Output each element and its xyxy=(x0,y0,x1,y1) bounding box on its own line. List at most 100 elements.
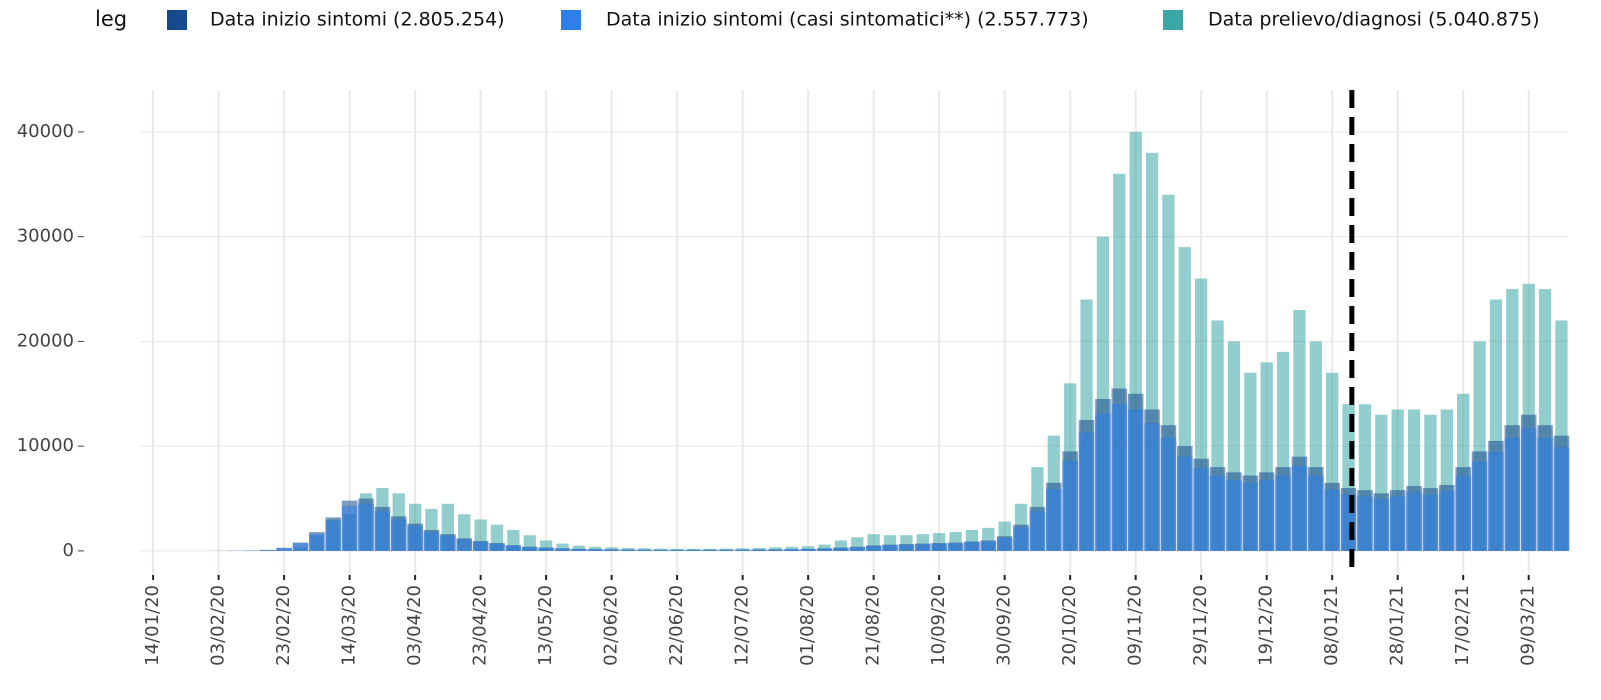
bar xyxy=(718,549,735,551)
bar xyxy=(571,549,587,551)
legend-swatch xyxy=(1163,10,1183,30)
bar xyxy=(538,547,554,551)
x-tick-label: 13/05/20 xyxy=(535,585,556,666)
bar xyxy=(1013,527,1029,551)
bar xyxy=(915,544,931,551)
bar xyxy=(1324,489,1340,551)
bar xyxy=(358,503,374,551)
bar xyxy=(423,532,440,551)
bar xyxy=(1127,409,1144,551)
bar xyxy=(802,546,815,551)
bar xyxy=(1095,413,1111,551)
bar xyxy=(1291,466,1308,551)
x-tick-label: 10/09/20 xyxy=(928,585,949,666)
bar xyxy=(440,535,456,551)
legend-label: Data prelievo/diagnosi (5.040.875) xyxy=(1208,9,1540,31)
legend-title: leg xyxy=(95,7,127,31)
x-tick-label: 19/12/20 xyxy=(1256,585,1277,666)
bar xyxy=(669,549,685,551)
bar xyxy=(374,511,391,551)
x-tick-label: 12/07/20 xyxy=(732,585,753,666)
bar xyxy=(931,543,947,551)
x-tick-label: 01/08/20 xyxy=(797,585,818,666)
x-tick-label: 02/06/20 xyxy=(601,585,622,666)
x-tick-label: 08/01/21 xyxy=(1321,585,1342,666)
bar xyxy=(752,547,766,551)
bar xyxy=(818,544,831,551)
bar xyxy=(685,549,702,551)
bar xyxy=(1520,428,1537,551)
bar xyxy=(456,539,473,551)
bar xyxy=(603,549,620,551)
bar xyxy=(1357,496,1373,551)
bar xyxy=(309,533,325,551)
x-tick-label: 28/01/21 xyxy=(1387,585,1408,666)
bar xyxy=(1046,489,1062,551)
bar xyxy=(898,544,915,551)
bar xyxy=(325,520,342,551)
bar xyxy=(589,546,602,551)
bar xyxy=(1439,491,1455,551)
bar xyxy=(980,541,997,551)
bar xyxy=(767,549,784,551)
bar xyxy=(1177,456,1193,551)
bar xyxy=(605,547,618,551)
bar xyxy=(638,548,651,551)
bar xyxy=(554,548,571,551)
bar xyxy=(947,543,964,551)
bar xyxy=(1226,480,1242,551)
legend-swatch xyxy=(561,10,581,30)
bar xyxy=(1029,511,1046,551)
bar xyxy=(1504,437,1521,551)
bar xyxy=(407,526,423,551)
y-tick-label: 0 xyxy=(63,540,74,561)
bar xyxy=(1488,451,1504,551)
x-tick-label: 30/09/20 xyxy=(994,585,1015,666)
bar xyxy=(587,549,604,551)
bar xyxy=(259,549,276,551)
bar xyxy=(1308,475,1324,551)
bar xyxy=(849,547,866,551)
bar xyxy=(1373,499,1390,551)
bar xyxy=(292,543,309,551)
x-tick-label: 23/04/20 xyxy=(470,585,491,666)
x-tick-label: 09/11/20 xyxy=(1125,585,1146,666)
x-tick-label: 14/01/20 xyxy=(142,585,163,666)
bar xyxy=(621,547,635,551)
bar xyxy=(769,547,782,551)
bar xyxy=(1242,482,1259,551)
bar xyxy=(1209,475,1226,551)
bar xyxy=(341,505,358,551)
x-tick-label: 17/02/21 xyxy=(1452,585,1473,666)
legend: leg Data inizio sintomi (2.805.254) Data… xyxy=(95,7,1540,31)
bar xyxy=(1144,423,1160,551)
bar xyxy=(1160,437,1177,551)
bar xyxy=(865,545,882,551)
bar xyxy=(1537,437,1553,551)
x-tick-label: 09/03/21 xyxy=(1518,585,1539,666)
bar xyxy=(800,549,816,551)
bar xyxy=(1471,461,1488,551)
bar xyxy=(816,548,833,551)
bar xyxy=(1078,432,1095,551)
bar xyxy=(1111,404,1128,551)
x-tick-label: 14/03/20 xyxy=(339,585,360,666)
bar xyxy=(734,549,751,551)
bar xyxy=(636,549,653,551)
bar xyxy=(1062,460,1078,551)
bar xyxy=(539,540,553,551)
x-tick-label: 29/11/20 xyxy=(1190,585,1211,666)
bar xyxy=(521,547,538,551)
bar xyxy=(276,548,292,551)
bar xyxy=(833,547,849,551)
bar xyxy=(620,549,636,551)
bar xyxy=(834,540,848,551)
legend-label: Data inizio sintomi (2.805.254) xyxy=(210,9,505,31)
x-tick-label: 20/10/20 xyxy=(1059,585,1080,666)
bar xyxy=(556,543,569,551)
bar xyxy=(1422,494,1439,551)
x-tick-label: 03/04/20 xyxy=(404,585,425,666)
y-tick-label: 10000 xyxy=(17,435,74,456)
